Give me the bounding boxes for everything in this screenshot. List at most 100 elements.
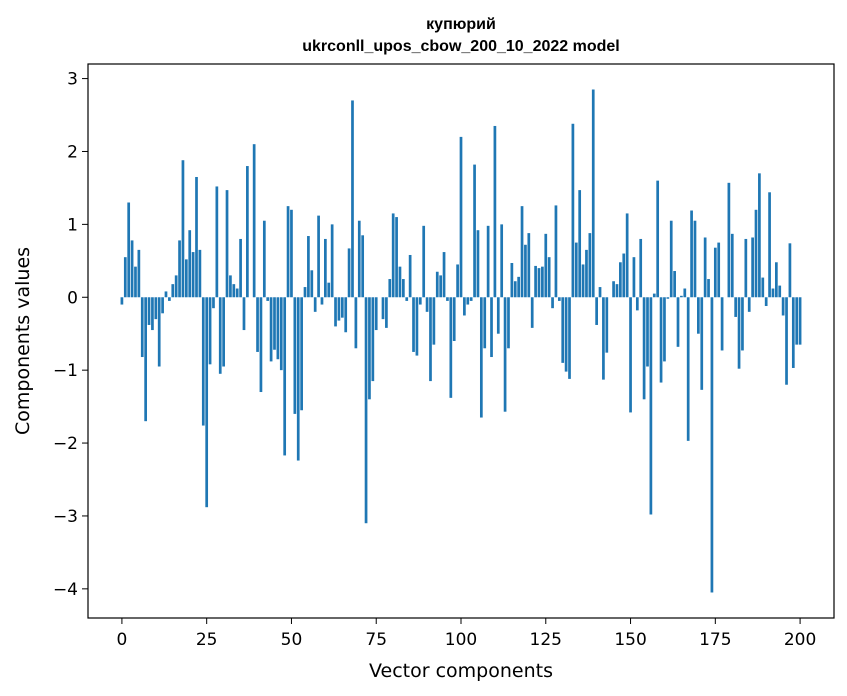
bar-19 <box>184 259 188 298</box>
bar-58 <box>317 215 320 298</box>
bar-147 <box>619 262 622 298</box>
bar-176 <box>717 242 721 298</box>
y-tick-label: −4 <box>53 580 78 600</box>
bar-51 <box>293 297 297 414</box>
bar-135 <box>578 190 582 298</box>
bar-123 <box>537 268 541 298</box>
bar-99 <box>456 264 459 298</box>
bar-118 <box>520 206 524 298</box>
bar-124 <box>541 266 544 298</box>
bar-3 <box>130 240 134 298</box>
bar-127 <box>551 297 554 309</box>
bar-75 <box>374 297 378 331</box>
bar-74 <box>371 297 375 382</box>
bar-106 <box>479 297 483 418</box>
bar-117 <box>517 276 520 298</box>
bar-111 <box>496 297 500 334</box>
bar-89 <box>422 225 426 298</box>
bar-183 <box>741 297 744 351</box>
bar-130 <box>561 297 565 363</box>
bar-65 <box>340 297 344 318</box>
y-tick-label: 3 <box>67 70 78 90</box>
bar-175 <box>713 247 717 298</box>
bar-86 <box>412 297 415 352</box>
bar-109 <box>490 297 493 358</box>
bar-149 <box>625 213 629 298</box>
bar-64 <box>337 297 341 321</box>
bar-163 <box>673 271 676 298</box>
bar-39 <box>252 144 256 298</box>
bar-121 <box>530 297 534 328</box>
bar-187 <box>754 209 758 298</box>
bar-37 <box>246 166 249 298</box>
bar-50 <box>290 209 293 298</box>
x-tick-label: 100 <box>445 630 477 650</box>
bar-153 <box>639 238 643 298</box>
bar-132 <box>568 297 571 379</box>
bar-88 <box>418 297 422 305</box>
plot-frame <box>87 63 835 619</box>
bar-32 <box>229 275 232 298</box>
x-tick-label: 150 <box>614 630 646 650</box>
bar-30 <box>222 297 225 367</box>
bar-171 <box>700 297 704 390</box>
bar-10 <box>154 297 158 320</box>
bar-63 <box>334 297 337 327</box>
bar-12 <box>161 297 164 314</box>
bar-34 <box>235 288 239 298</box>
bar-40 <box>256 297 259 352</box>
bar-72 <box>364 297 368 524</box>
bar-200 <box>798 297 802 345</box>
y-tick-label: 2 <box>67 142 78 162</box>
bar-62 <box>330 224 334 298</box>
bar-143 <box>605 297 609 353</box>
bar-103 <box>469 297 473 301</box>
bar-48 <box>283 297 287 456</box>
bar-8 <box>147 297 151 325</box>
bar-169 <box>693 220 697 298</box>
bar-142 <box>602 297 605 380</box>
bar-186 <box>751 237 754 298</box>
bar-100 <box>459 136 463 298</box>
bar-17 <box>178 240 181 298</box>
bar-24 <box>201 297 205 426</box>
bar-189 <box>761 277 765 298</box>
bar-182 <box>737 297 741 369</box>
bar-179 <box>727 182 731 298</box>
bar-36 <box>242 297 246 331</box>
bar-15 <box>171 284 175 298</box>
y-axis-label: Components values <box>12 247 34 435</box>
bar-112 <box>500 224 504 298</box>
bar-191 <box>768 192 771 298</box>
bar-52 <box>296 297 300 461</box>
bar-69 <box>354 297 358 349</box>
bar-157 <box>652 293 656 298</box>
bar-173 <box>707 279 710 298</box>
bar-47 <box>279 297 283 371</box>
x-tick-label: 125 <box>530 630 562 650</box>
bar-18 <box>181 160 185 298</box>
x-tick-label: 0 <box>116 630 127 650</box>
bar-23 <box>198 249 202 298</box>
bar-129 <box>557 297 561 301</box>
bar-16 <box>174 275 178 298</box>
bar-177 <box>720 297 724 351</box>
y-tick-label: 0 <box>67 288 78 308</box>
bar-6 <box>140 297 144 358</box>
y-tick-label: 1 <box>67 215 78 235</box>
bar-134 <box>574 242 578 298</box>
bar-146 <box>615 284 619 298</box>
bar-95 <box>442 252 446 298</box>
x-axis-label: Vector components <box>369 660 553 682</box>
bar-90 <box>425 297 429 312</box>
bar-80 <box>391 213 395 298</box>
bar-115 <box>510 263 514 298</box>
bar-55 <box>307 236 310 298</box>
bar-158 <box>656 180 660 298</box>
chart-title-line-1: купюрий <box>426 16 496 33</box>
bar-181 <box>734 297 738 317</box>
x-tick-label: 75 <box>365 630 387 650</box>
bar-73 <box>368 297 371 400</box>
bar-152 <box>635 297 639 311</box>
bar-92 <box>432 297 436 345</box>
